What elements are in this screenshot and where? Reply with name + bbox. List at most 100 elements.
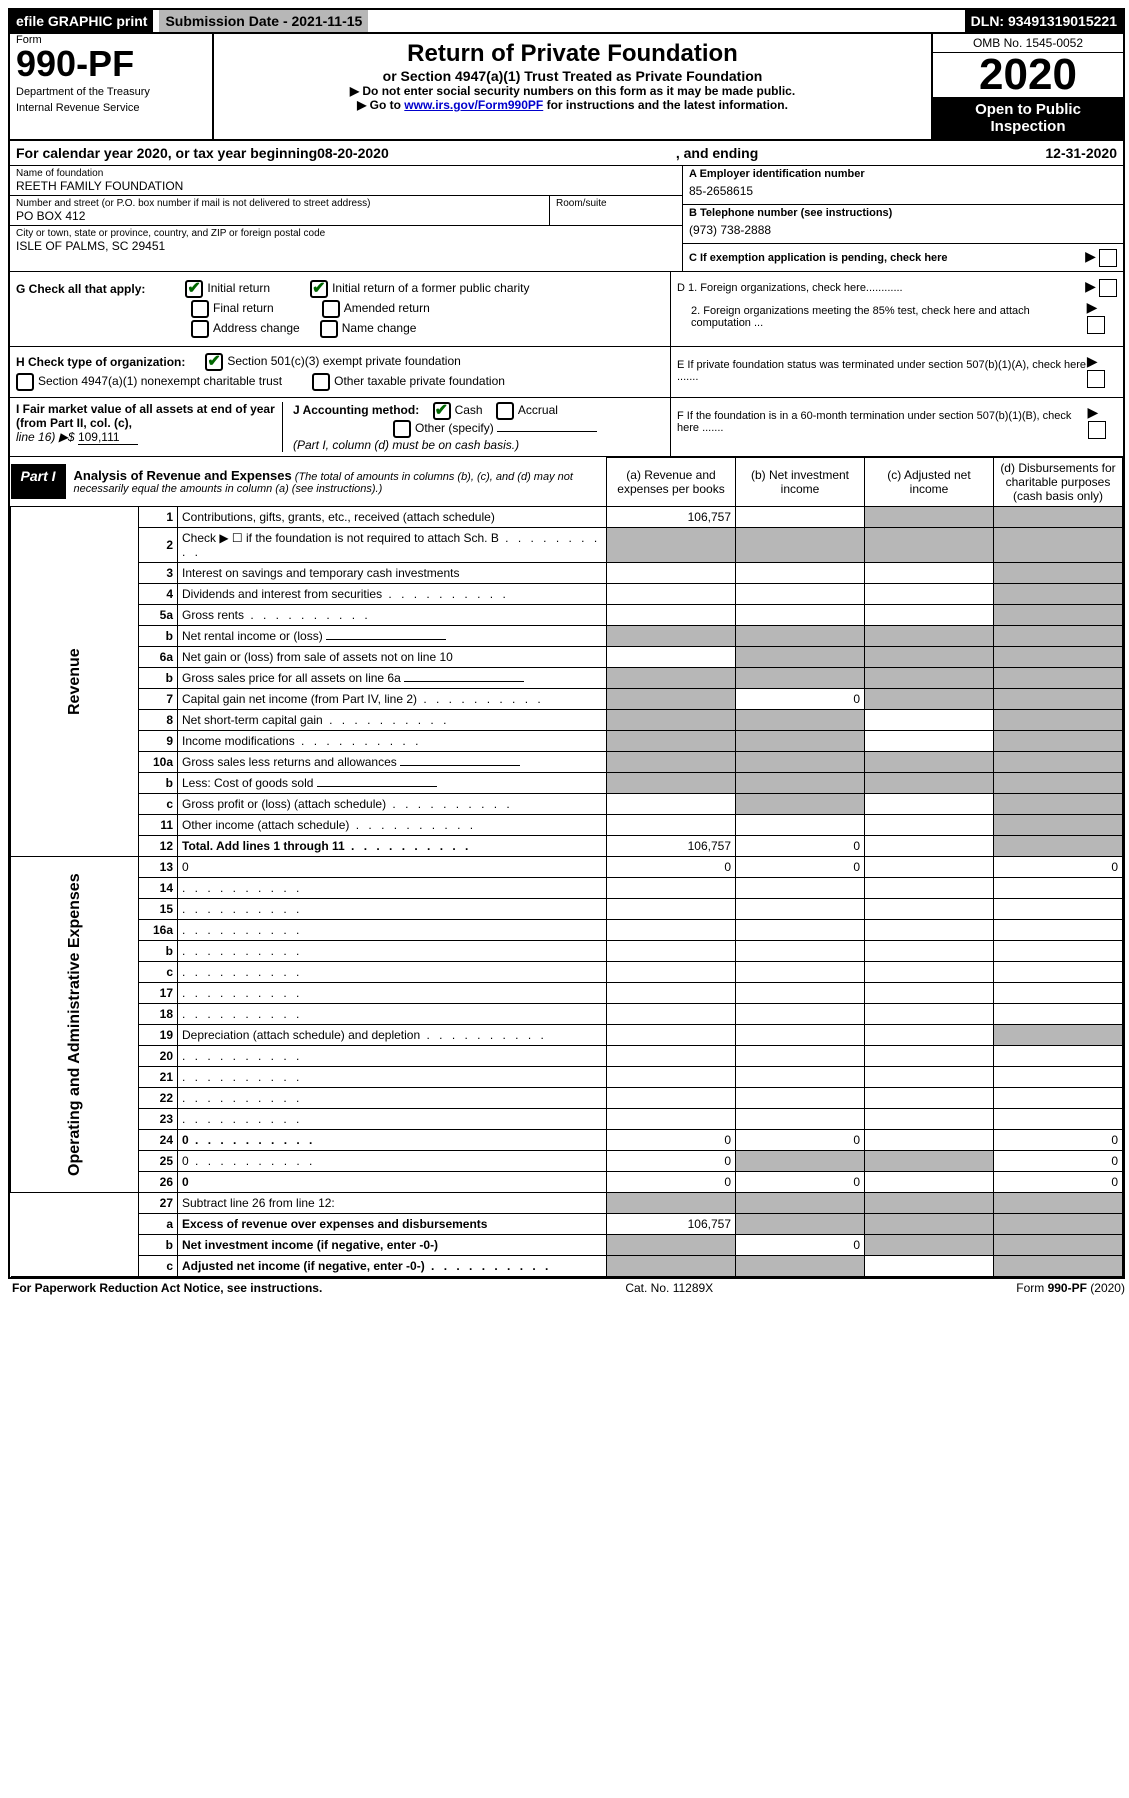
amount-cell-b [736, 507, 865, 528]
arrow-icon: ▶ [1085, 248, 1096, 264]
line-description [178, 983, 607, 1004]
line-number: b [139, 1235, 178, 1256]
amount-cell-c [865, 1109, 994, 1130]
other-specify [497, 431, 597, 432]
amount-cell-a: 106,757 [607, 1214, 736, 1235]
d1-checkbox[interactable] [1099, 279, 1117, 297]
amount-cell-d [994, 1067, 1123, 1088]
part1-title-bold: Analysis of Revenue and Expenses [74, 468, 292, 483]
amount-cell-b [736, 1046, 865, 1067]
accrual-checkbox[interactable] [496, 402, 514, 420]
f-checkbox[interactable] [1088, 421, 1106, 439]
entity-right: A Employer identification number 85-2658… [683, 166, 1123, 271]
calyear-end: 12-31-2020 [1045, 145, 1117, 161]
ein-cell: A Employer identification number 85-2658… [683, 166, 1123, 205]
line-description: Check ▶ ☐ if the foundation is not requi… [178, 528, 607, 563]
c-checkbox[interactable] [1099, 249, 1117, 267]
department: Department of the Treasury [16, 86, 206, 98]
irs-link[interactable]: www.irs.gov/Form990PF [404, 98, 543, 112]
line-description: Net gain or (loss) from sale of assets n… [178, 647, 607, 668]
amount-cell-d [994, 1109, 1123, 1130]
amount-cell-a [607, 752, 736, 773]
table-row: Revenue1Contributions, gifts, grants, et… [11, 507, 1123, 528]
g-line2: Final return Amended return [191, 300, 664, 318]
line-number: 19 [139, 1025, 178, 1046]
line-description: Capital gain net income (from Part IV, l… [178, 689, 607, 710]
other-method-checkbox[interactable] [393, 420, 411, 438]
table-row: 12Total. Add lines 1 through 11106,7570 [11, 836, 1123, 857]
line-number: c [139, 1256, 178, 1277]
amended-return-checkbox[interactable] [322, 300, 340, 318]
amount-cell-d [994, 962, 1123, 983]
d2-checkbox[interactable] [1087, 316, 1105, 334]
cash-checkbox[interactable] [433, 402, 451, 420]
amount-cell-c [865, 584, 994, 605]
arrow-icon: ▶ [1087, 353, 1098, 369]
table-row: 8Net short-term capital gain [11, 710, 1123, 731]
amount-cell-d [994, 836, 1123, 857]
line-description: Adjusted net income (if negative, enter … [178, 1256, 607, 1277]
e-checkbox[interactable] [1087, 370, 1105, 388]
other-taxable-checkbox[interactable] [312, 373, 330, 391]
amount-cell-c [865, 668, 994, 689]
amount-cell-c [865, 710, 994, 731]
amount-cell-b [736, 668, 865, 689]
line-description: Gross sales price for all assets on line… [178, 668, 607, 689]
address-change-checkbox[interactable] [191, 320, 209, 338]
initial-public-checkbox[interactable] [310, 280, 328, 298]
line-description: Excess of revenue over expenses and disb… [178, 1214, 607, 1235]
d1-row: D 1. Foreign organizations, check here..… [677, 278, 1117, 297]
4947-checkbox[interactable] [16, 373, 34, 391]
line-description [178, 878, 607, 899]
part1-header: Part I Analysis of Revenue and Expenses … [11, 464, 607, 499]
line-number: 18 [139, 1004, 178, 1025]
checks-left: G Check all that apply: Initial return I… [10, 272, 671, 346]
arrow-icon: ▶ [1088, 404, 1099, 420]
amount-cell-b: 0 [736, 1130, 865, 1151]
amount-cell-a [607, 605, 736, 626]
table-row: Operating and Administrative Expenses130… [11, 857, 1123, 878]
line-number: 5a [139, 605, 178, 626]
ij-row: I Fair market value of all assets at end… [10, 398, 1123, 457]
entity-left: Name of foundation REETH FAMILY FOUNDATI… [10, 166, 683, 271]
line-description: Gross sales less returns and allowances [178, 752, 607, 773]
calyear-begin: 08-20-2020 [317, 145, 389, 161]
calyear-mid: , and ending [389, 145, 1046, 161]
amount-cell-a [607, 563, 736, 584]
amount-cell-c [865, 962, 994, 983]
amount-cell-b [736, 1025, 865, 1046]
amount-cell-c [865, 794, 994, 815]
amount-cell-a: 106,757 [607, 836, 736, 857]
amount-cell-b [736, 1214, 865, 1235]
line-number: b [139, 626, 178, 647]
amount-cell-d [994, 1235, 1123, 1256]
amount-cell-a [607, 528, 736, 563]
col-d-header: (d) Disbursements for charitable purpose… [994, 458, 1123, 507]
h-line2: Section 4947(a)(1) nonexempt charitable … [16, 373, 664, 391]
instruction-2: ▶ Go to www.irs.gov/Form990PF for instru… [220, 98, 925, 112]
c-cell: C If exemption application is pending, c… [683, 246, 1123, 269]
table-row: 27Subtract line 26 from line 12: [11, 1193, 1123, 1214]
f-right: F If the foundation is in a 60-month ter… [671, 398, 1123, 456]
amount-cell-b: 0 [736, 1235, 865, 1256]
table-row: 17 [11, 983, 1123, 1004]
amount-cell-b [736, 563, 865, 584]
501c3-checkbox[interactable] [205, 353, 223, 371]
e-label: E If private foundation status was termi… [677, 359, 1087, 383]
amount-cell-b: 0 [736, 836, 865, 857]
line-description: Total. Add lines 1 through 11 [178, 836, 607, 857]
h-row: H Check type of organization: Section 50… [10, 347, 1123, 398]
amount-cell-a [607, 794, 736, 815]
line-number: 23 [139, 1109, 178, 1130]
amount-cell-a [607, 1235, 736, 1256]
table-row: 21 [11, 1067, 1123, 1088]
line-description: 0 [178, 1130, 607, 1151]
dln-label: DLN: 93491319015221 [965, 10, 1123, 32]
line-description: Subtract line 26 from line 12: [178, 1193, 607, 1214]
name-change-checkbox[interactable] [320, 320, 338, 338]
amount-cell-d [994, 563, 1123, 584]
amount-cell-d [994, 983, 1123, 1004]
final-return-checkbox[interactable] [191, 300, 209, 318]
amount-cell-a: 0 [607, 1151, 736, 1172]
initial-return-checkbox[interactable] [185, 280, 203, 298]
